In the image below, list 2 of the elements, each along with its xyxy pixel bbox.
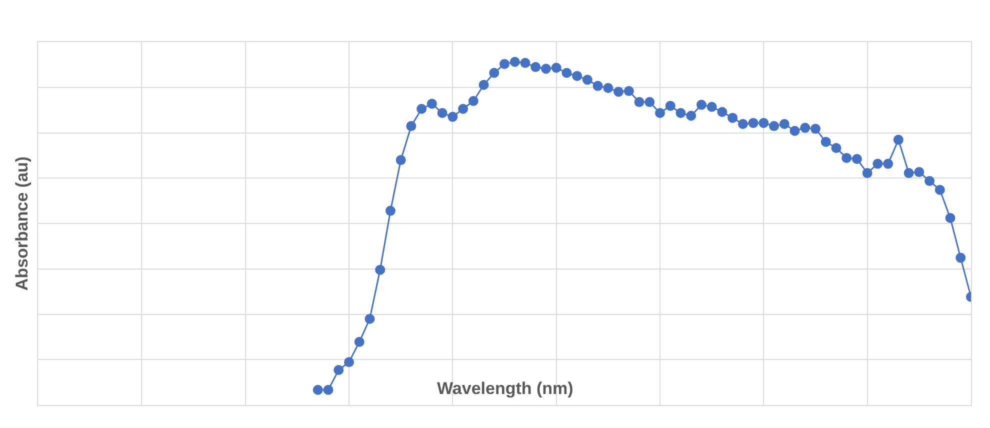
y-axis-title: Absorbance (au) <box>12 156 32 291</box>
x-axis-title: Wavelength (nm) <box>437 379 574 398</box>
